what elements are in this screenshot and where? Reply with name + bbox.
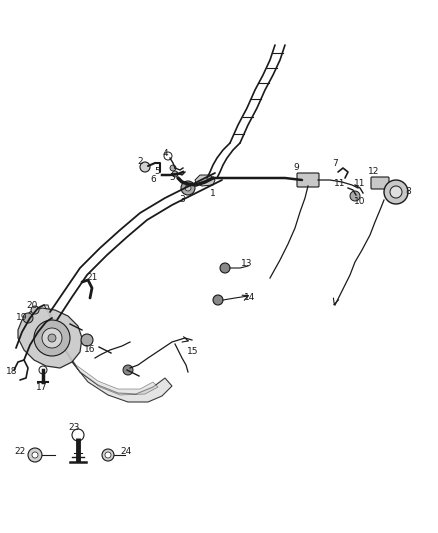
- Circle shape: [213, 295, 223, 305]
- Text: 6: 6: [150, 175, 156, 184]
- Text: 24: 24: [120, 447, 132, 456]
- Text: 8: 8: [405, 188, 411, 197]
- Text: 20: 20: [26, 302, 38, 311]
- Circle shape: [384, 180, 408, 204]
- Text: 11: 11: [354, 179, 366, 188]
- Text: 5: 5: [154, 167, 160, 176]
- Polygon shape: [44, 305, 172, 402]
- Text: 10: 10: [354, 198, 366, 206]
- Circle shape: [48, 334, 56, 342]
- Circle shape: [32, 452, 38, 458]
- Text: 13: 13: [241, 260, 253, 269]
- Circle shape: [42, 328, 62, 348]
- Circle shape: [220, 263, 230, 273]
- Circle shape: [81, 334, 93, 346]
- Polygon shape: [18, 308, 82, 368]
- Circle shape: [28, 448, 42, 462]
- Text: 9: 9: [293, 164, 299, 173]
- Text: 14: 14: [244, 294, 256, 303]
- Circle shape: [39, 366, 47, 374]
- FancyBboxPatch shape: [297, 173, 319, 187]
- Text: 11: 11: [334, 179, 346, 188]
- Text: 21: 21: [86, 273, 98, 282]
- Text: 17: 17: [36, 384, 48, 392]
- Text: 19: 19: [16, 313, 28, 322]
- Circle shape: [31, 306, 39, 314]
- Text: 18: 18: [6, 367, 18, 376]
- Circle shape: [164, 152, 172, 160]
- Text: 1: 1: [210, 190, 216, 198]
- Text: 16: 16: [84, 345, 96, 354]
- Text: 2: 2: [137, 157, 143, 166]
- Circle shape: [390, 186, 402, 198]
- Text: 22: 22: [14, 447, 26, 456]
- Text: 3: 3: [179, 196, 185, 205]
- Circle shape: [23, 313, 33, 323]
- Polygon shape: [52, 318, 158, 395]
- Circle shape: [181, 181, 195, 195]
- Circle shape: [170, 165, 176, 171]
- Circle shape: [105, 452, 111, 458]
- Text: 4: 4: [162, 149, 168, 158]
- Circle shape: [140, 162, 150, 172]
- Circle shape: [72, 429, 84, 441]
- Circle shape: [123, 365, 133, 375]
- Circle shape: [350, 191, 360, 201]
- Text: 15: 15: [187, 348, 199, 357]
- Text: 7: 7: [332, 159, 338, 168]
- FancyBboxPatch shape: [371, 177, 389, 189]
- Text: 5: 5: [169, 173, 175, 182]
- Circle shape: [102, 449, 114, 461]
- Text: 23: 23: [68, 424, 80, 432]
- Polygon shape: [195, 175, 215, 186]
- Circle shape: [34, 320, 70, 356]
- Circle shape: [185, 185, 191, 191]
- Circle shape: [172, 171, 178, 177]
- Text: 12: 12: [368, 167, 380, 176]
